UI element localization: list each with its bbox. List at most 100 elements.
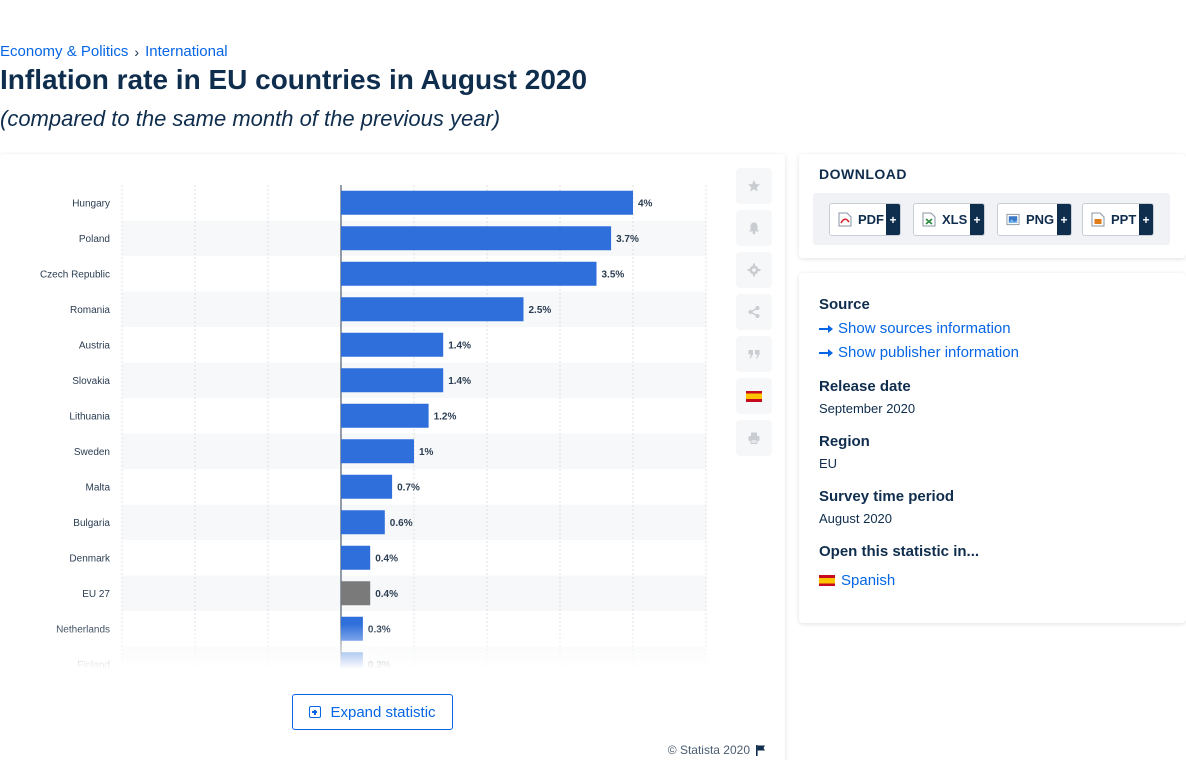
- arrow-right-icon: [819, 324, 833, 333]
- value-label: 3.5%: [602, 269, 625, 280]
- download-pdf-label: PDF: [858, 212, 884, 227]
- chart-fade-overlay: [0, 624, 720, 674]
- value-label: 1.2%: [434, 411, 457, 422]
- open-spanish-label: Spanish: [841, 572, 896, 589]
- value-label: 4%: [638, 198, 653, 209]
- side-toolbar: [736, 168, 772, 456]
- bar-chart: Hungary 4% Poland 3.7% Czech Republic 3.5% Rom…: [40, 185, 707, 674]
- category-label: Denmark: [69, 553, 111, 564]
- print-icon: [748, 432, 760, 444]
- region-value: EU: [819, 456, 838, 471]
- show-sources-label: Show sources information: [838, 320, 1011, 337]
- xls-file-icon: [922, 212, 936, 227]
- value-label: 3.7%: [616, 234, 639, 245]
- show-sources-link[interactable]: Show sources information: [819, 320, 1011, 337]
- settings-button[interactable]: [736, 252, 772, 288]
- bar: [341, 439, 414, 464]
- download-xls-label: XLS: [942, 212, 968, 227]
- download-ppt-button[interactable]: PPT +: [1082, 203, 1154, 236]
- open-spanish-link[interactable]: Spanish: [819, 572, 895, 589]
- download-ppt-label: PPT: [1111, 212, 1137, 227]
- download-ppt-plus: +: [1139, 204, 1153, 235]
- value-label: 0.4%: [375, 553, 398, 564]
- bar: [341, 226, 612, 251]
- source-heading: Source: [819, 296, 870, 313]
- category-label: Bulgaria: [73, 518, 110, 529]
- spanish-flag-icon: [746, 390, 762, 402]
- arrow-right-icon: [819, 348, 833, 357]
- page-title: Inflation rate in EU countries in August…: [0, 64, 588, 95]
- download-pdf-button[interactable]: PDF +: [829, 203, 901, 236]
- value-label: 0.7%: [397, 482, 420, 493]
- download-buttons-row: PDF + XLS + PNG + PPT +: [813, 193, 1170, 245]
- survey-period-heading: Survey time period: [819, 488, 955, 505]
- star-icon: [748, 180, 760, 192]
- bar: [341, 474, 393, 499]
- expand-icon: [309, 706, 322, 718]
- breadcrumb-separator: ›: [134, 43, 140, 60]
- page-subtitle: (compared to the same month of the previ…: [0, 106, 501, 131]
- pdf-file-icon: [838, 212, 852, 227]
- value-label: 1%: [419, 447, 434, 458]
- copyright-text: © Statista 2020: [667, 743, 750, 757]
- breadcrumb-economy-politics[interactable]: Economy & Politics: [0, 43, 129, 60]
- value-label: 0.6%: [390, 518, 413, 529]
- print-button[interactable]: [736, 420, 772, 456]
- gear-icon: [747, 263, 761, 277]
- chart-card: Hungary 4% Poland 3.7% Czech Republic 3.5% Rom…: [0, 154, 785, 760]
- png-file-icon: [1006, 213, 1020, 226]
- show-publisher-label: Show publisher information: [838, 344, 1019, 361]
- category-label: Austria: [79, 340, 111, 351]
- bell-icon: [749, 222, 759, 235]
- category-label: Poland: [79, 234, 110, 245]
- download-xls-plus: +: [970, 204, 984, 235]
- statistic-info-card: Source Show sources information Show pub…: [799, 273, 1186, 623]
- ppt-file-icon: [1091, 212, 1105, 227]
- download-card: DOWNLOAD PDF + XLS + PNG + PPT +: [799, 154, 1186, 258]
- share-icon: [748, 306, 760, 318]
- spanish-flag-icon: [819, 575, 835, 586]
- category-label: Lithuania: [69, 411, 110, 422]
- region-heading: Region: [819, 433, 870, 450]
- download-pdf-plus: +: [886, 204, 900, 235]
- favorite-button[interactable]: [736, 168, 772, 204]
- category-label: Slovakia: [72, 376, 110, 387]
- category-label: Malta: [86, 482, 111, 493]
- breadcrumb: Economy & Politics › International: [0, 43, 228, 60]
- language-button[interactable]: [736, 378, 772, 414]
- quote-icon: [748, 350, 760, 359]
- download-png-button[interactable]: PNG +: [997, 203, 1072, 236]
- notification-button[interactable]: [736, 210, 772, 246]
- copyright: © Statista 2020: [668, 743, 767, 757]
- release-date-heading: Release date: [819, 378, 911, 395]
- bar: [341, 510, 385, 535]
- expand-statistic-button[interactable]: Expand statistic: [292, 694, 453, 730]
- download-title: DOWNLOAD: [819, 166, 907, 182]
- category-label: Czech Republic: [40, 269, 110, 280]
- category-label: Romania: [70, 305, 110, 316]
- cite-button[interactable]: [736, 336, 772, 372]
- open-in-heading: Open this statistic in...: [819, 543, 980, 560]
- bar: [341, 545, 371, 570]
- value-label: 1.4%: [448, 376, 471, 387]
- bar: [341, 297, 524, 322]
- bar: [341, 581, 371, 606]
- bar: [341, 261, 597, 286]
- category-label: EU 27: [82, 589, 110, 600]
- download-xls-button[interactable]: XLS +: [913, 203, 985, 236]
- bar: [341, 190, 633, 215]
- value-label: 0.4%: [375, 589, 398, 600]
- expand-statistic-label: Expand statistic: [330, 703, 436, 721]
- flag-report-icon[interactable]: [755, 744, 767, 756]
- breadcrumb-international[interactable]: International: [145, 43, 228, 60]
- share-button[interactable]: [736, 294, 772, 330]
- bar: [341, 368, 444, 393]
- bar: [341, 403, 429, 428]
- download-png-label: PNG: [1026, 212, 1055, 227]
- download-png-plus: +: [1057, 204, 1071, 235]
- survey-period-value: August 2020: [819, 511, 893, 526]
- value-label: 1.4%: [448, 340, 471, 351]
- show-publisher-link[interactable]: Show publisher information: [819, 344, 1019, 361]
- release-date-value: September 2020: [819, 401, 916, 416]
